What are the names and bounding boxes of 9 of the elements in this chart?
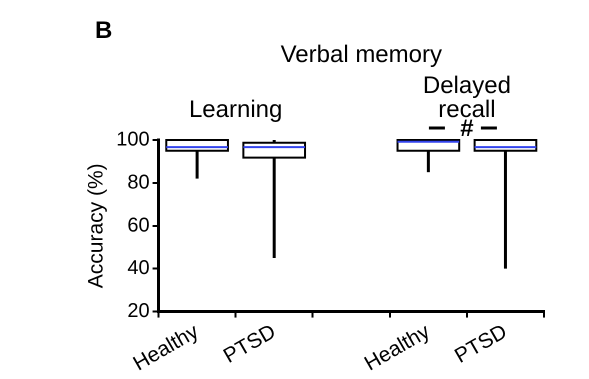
text: Learning: [188, 96, 282, 123]
y-tick-label: 20: [127, 300, 150, 322]
y-tick-label: 40: [127, 257, 150, 280]
text: B: [95, 17, 112, 44]
y-tick-label: 60: [127, 214, 150, 236]
y-tick-label: 100: [116, 128, 150, 151]
chart-title: Verbal memory: [280, 41, 442, 68]
y-axis-title: Accuracy (%): [84, 163, 108, 288]
y-tick-label: 80: [127, 171, 150, 194]
